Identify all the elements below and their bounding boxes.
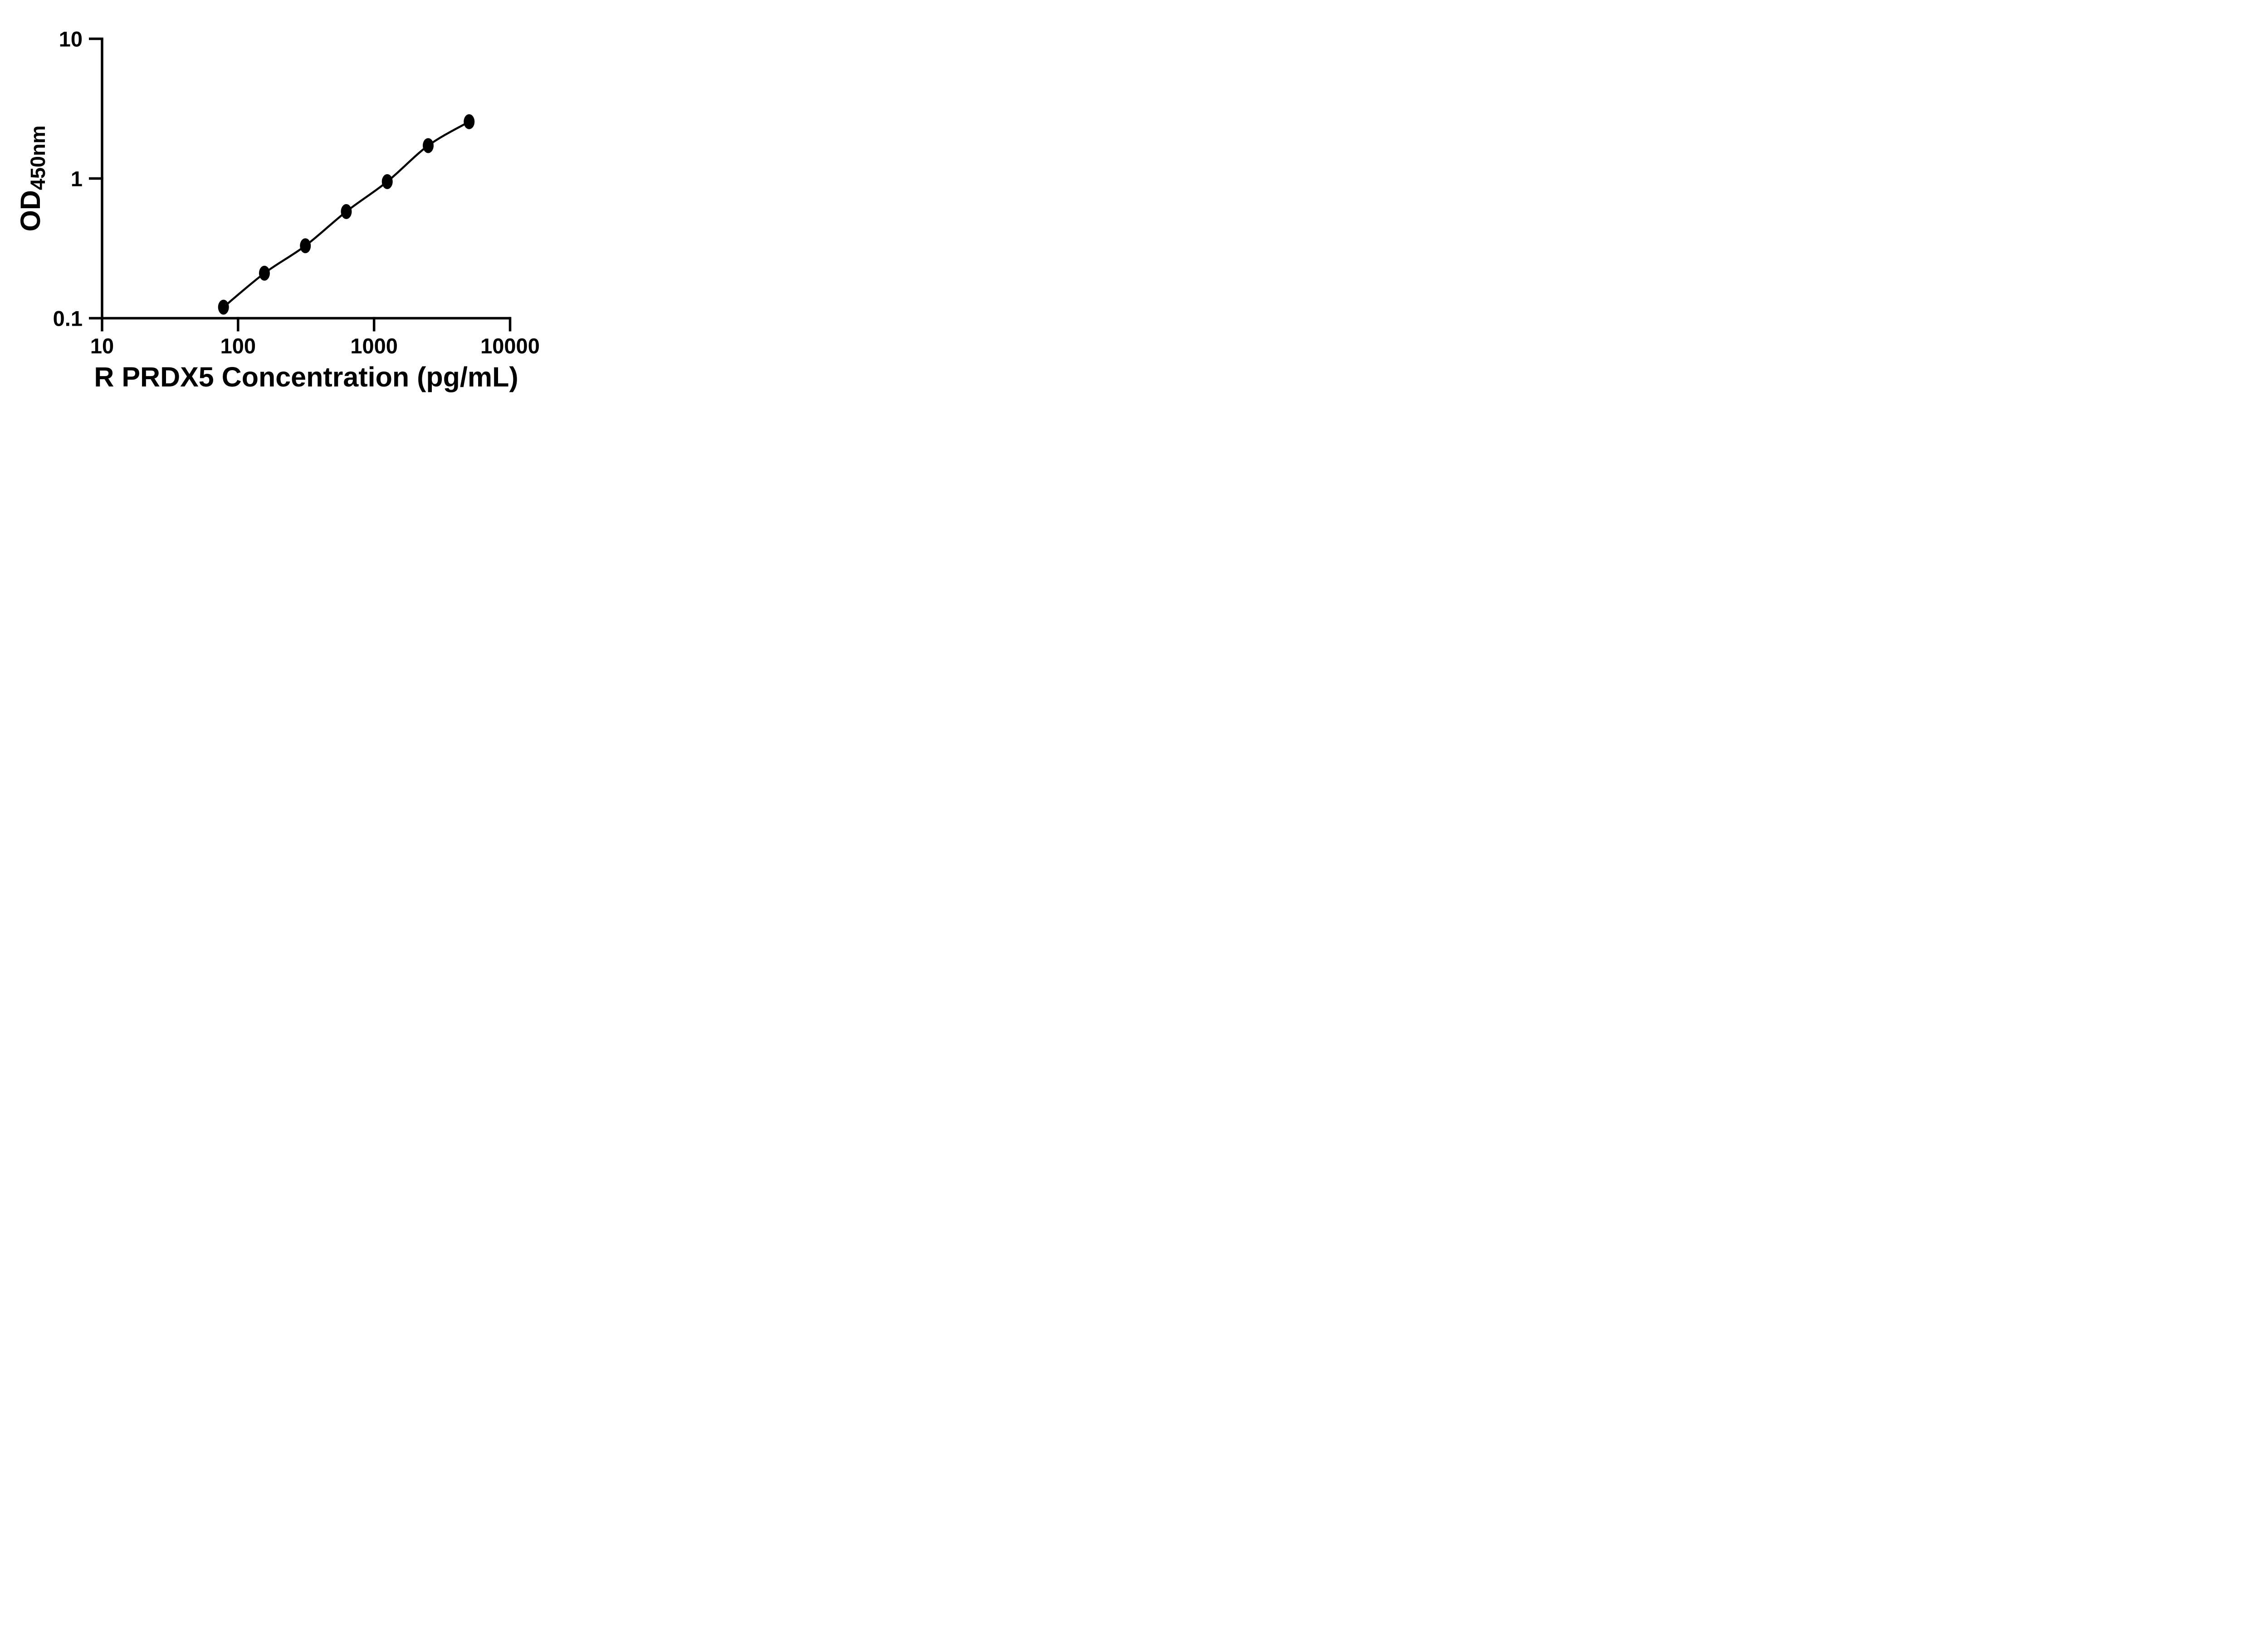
y-tick-label-0.1: 0.1 [53,306,83,330]
y-tick-label-1: 1 [71,166,83,191]
elisa-standard-curve-figure: 10 100 1000 10000 0.1 1 10 R PRDX5 Concentrati… [0,0,572,408]
y-axis-title-main: OD [15,190,46,232]
chart-canvas: 10 100 1000 10000 0.1 1 10 R PRDX5 Concentrati… [15,27,540,392]
y-axis-title: OD450nm [15,125,49,231]
data-point-2500 [422,138,434,153]
y-tick-label-10: 10 [59,27,83,51]
y-axis-title-subscript: 450nm [26,125,49,190]
data-point-5000 [464,114,475,129]
data-point-156.25 [259,265,270,281]
x-tick-label-100: 100 [220,334,256,358]
data-point-312.5 [300,238,311,254]
axis-spine [101,39,510,320]
data-point-625 [341,204,352,219]
tick-label-layer: 10 100 1000 10000 0.1 1 10 [53,27,540,358]
data-point-78.125 [218,299,229,315]
x-axis-title: R PRDX5 Concentration (pg/mL) [94,362,518,392]
axes-layer [89,37,512,332]
series-layer [218,114,475,315]
data-point-1250 [381,174,393,189]
x-tick-label-10000: 10000 [480,334,540,358]
x-tick-label-10: 10 [90,334,114,358]
x-tick-label-1000: 1000 [350,334,398,358]
